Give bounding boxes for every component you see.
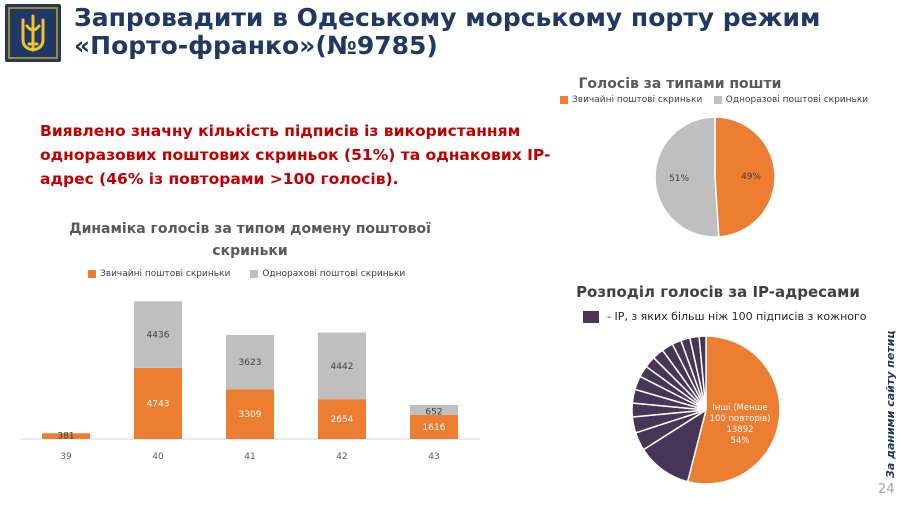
ip-pie-legend: - IP, з яких більш ніж 100 підписів з ко… [583, 310, 867, 323]
bar-segment [226, 335, 274, 390]
mail-pie-chart: 49% 51% [654, 116, 776, 238]
bar-data-label: 3309 [239, 410, 262, 420]
page-title: Запровадити в Одеському морському порту … [74, 4, 854, 60]
ip-pie-others-label: 13892 [726, 425, 753, 435]
bar-segment [42, 433, 90, 439]
side-note: За даними сайту петицій [884, 330, 897, 478]
key-finding-text: Виявлено значну кількість підписів із ви… [40, 119, 580, 191]
bar-category-label: 42 [336, 452, 347, 462]
bar-legend-regular-label: Звичайні поштові скриньки [100, 269, 231, 279]
bar-segment [410, 404, 458, 415]
domain-bar-title: Динаміка голосів за типом домену поштово… [40, 218, 460, 262]
domain-bar-legend: Звичайні поштові скриньки Однорахові пош… [88, 269, 405, 279]
mail-pie-slice [714, 116, 776, 238]
mail-pie-legend: Звичайні поштові скриньки Одноразові пош… [560, 95, 868, 105]
bar-data-label: 4743 [147, 399, 170, 409]
domain-bar-title-line1: Динаміка голосів за типом домену поштово… [69, 221, 431, 237]
bar-legend-swatch-disposable [250, 269, 259, 278]
bar-category-label: 43 [428, 452, 439, 462]
bar-category-label: 41 [244, 452, 255, 462]
legend-swatch-regular [560, 95, 568, 104]
bar-legend-swatch-regular [88, 269, 96, 278]
domain-bar-title-line2: скриньки [212, 243, 288, 259]
finding-line3: адрес (46% із повторами >100 голосів). [40, 170, 399, 188]
bar-segment [318, 399, 366, 439]
ip-pie-others-label: 54% [731, 436, 750, 446]
bar-data-label: 4442 [331, 362, 354, 372]
mail-pie-data-label: 49% [741, 172, 761, 182]
ip-pie-others-label: 100 повторів) [710, 414, 771, 424]
page-title-line1: Запровадити в Одеському морському порту … [74, 3, 821, 32]
mail-pie-title: Голосів за типами пошти [578, 76, 782, 92]
legend-disposable-label: Одноразові поштові скриньки [725, 95, 869, 105]
mail-pie-data-label: 51% [669, 174, 689, 184]
domain-bar-chart: 381 39 4743 4436 40 3309 3623 41 2654 4442 42 1616 6… [20, 301, 480, 462]
bar-segment [134, 301, 182, 368]
bar-segment [226, 389, 274, 439]
bar-data-label: 4436 [147, 331, 170, 341]
ip-pie-ip-slice [698, 335, 707, 411]
mail-pie-slice [654, 116, 720, 238]
ip-legend-label: - IP, з яких більш ніж 100 підписів з ко… [607, 310, 867, 323]
bar-category-label: 40 [152, 452, 164, 462]
ip-pie-others-slice [686, 335, 781, 485]
finding-line2: одноразових поштових скриньок (51%) та о… [40, 146, 551, 164]
page-number: 24 [878, 482, 895, 497]
ip-pie-title: Розподіл голосів за IP-адресами [576, 283, 860, 301]
bar-data-label: 3623 [239, 358, 262, 368]
ip-pie-others-label: Інші (Менше [712, 403, 767, 413]
bar-legend-disposable-label: Однорахові поштові скриньки [262, 269, 406, 279]
legend-regular-label: Звичайні поштові скриньки [572, 95, 703, 105]
bar-segment [134, 367, 182, 439]
bar-segment [410, 414, 458, 439]
bar-category-label: 39 [60, 452, 72, 462]
ip-legend-swatch [583, 311, 599, 323]
page-title-line2: «Порто-франко»(№9785) [74, 31, 438, 60]
bar-data-label: 381 [57, 432, 74, 442]
bar-data-label: 652 [425, 407, 442, 417]
bar-segment [318, 332, 366, 400]
finding-line1: Виявлено значну кількість підписів із ви… [40, 122, 521, 140]
legend-swatch-disposable [713, 95, 722, 104]
bar-data-label: 1616 [423, 423, 446, 433]
bar-data-label: 2654 [331, 415, 354, 425]
trident-emblem [5, 4, 61, 62]
side-note-text: За даними сайту петицій [884, 330, 897, 478]
